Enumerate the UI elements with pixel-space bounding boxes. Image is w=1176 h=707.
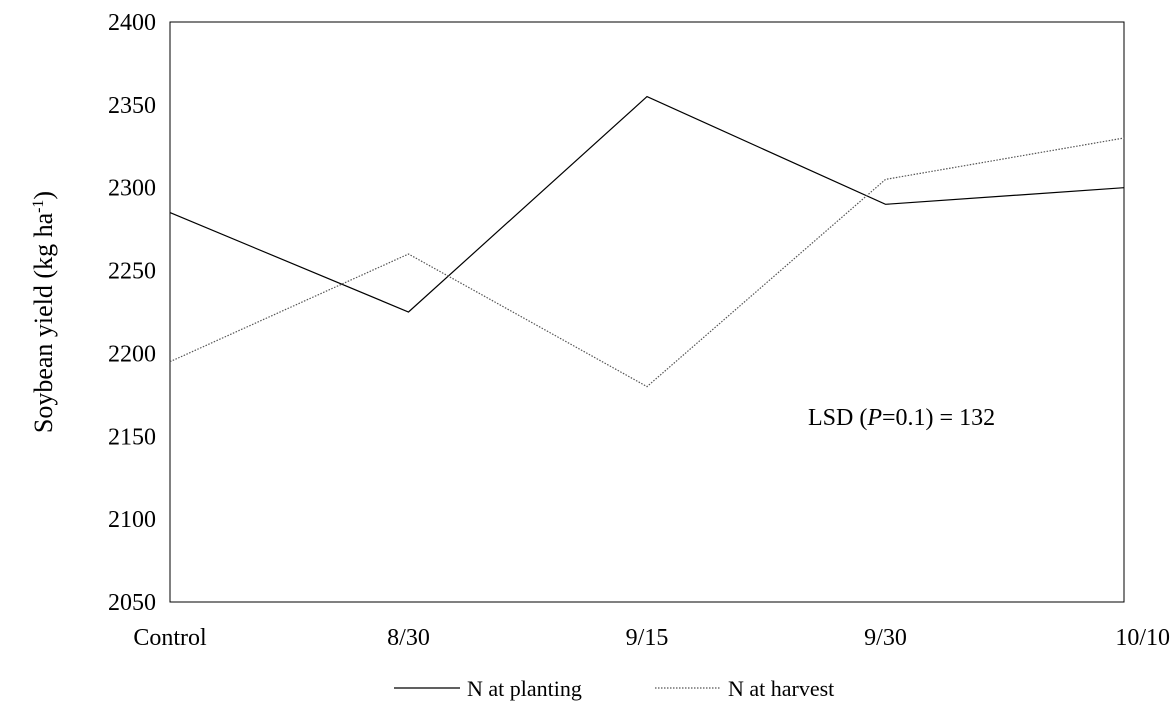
y-tick-label: 2050 xyxy=(108,590,156,616)
legend-label-n-at-harvest: N at harvest xyxy=(728,676,834,701)
x-tick-label: Control xyxy=(133,625,207,651)
series-lines xyxy=(169,95,1125,388)
x-axis-ticks: Control 8/30 9/15 9/30 10/10 xyxy=(133,625,1170,651)
legend: N at planting N at harvest xyxy=(394,676,834,701)
y-tick-label: 2200 xyxy=(108,341,156,367)
y-tick-label: 2100 xyxy=(108,507,156,533)
y-tick-label: 2400 xyxy=(108,10,156,36)
y-axis-title: Soybean yield (kg ha-1) xyxy=(29,191,58,433)
y-tick-label: 2350 xyxy=(108,93,156,119)
y-axis-ticks: 2050 2100 2150 2200 2250 2300 2350 2400 xyxy=(108,10,156,616)
y-tick-label: 2300 xyxy=(108,176,156,202)
lsd-annotation: LSD (P=0.1) = 132 xyxy=(808,405,995,431)
series-line-n-at-harvest xyxy=(169,137,1125,388)
series-line-n-at-planting xyxy=(169,95,1125,313)
x-tick-label: 10/10 xyxy=(1115,625,1170,651)
plot-frame xyxy=(169,21,1125,603)
x-tick-label: 9/15 xyxy=(626,625,669,651)
y-tick-label: 2250 xyxy=(108,259,156,285)
x-tick-label: 9/30 xyxy=(864,625,907,651)
x-tick-label: 8/30 xyxy=(387,625,430,651)
y-tick-label: 2150 xyxy=(108,424,156,450)
legend-label-n-at-planting: N at planting xyxy=(467,676,582,701)
